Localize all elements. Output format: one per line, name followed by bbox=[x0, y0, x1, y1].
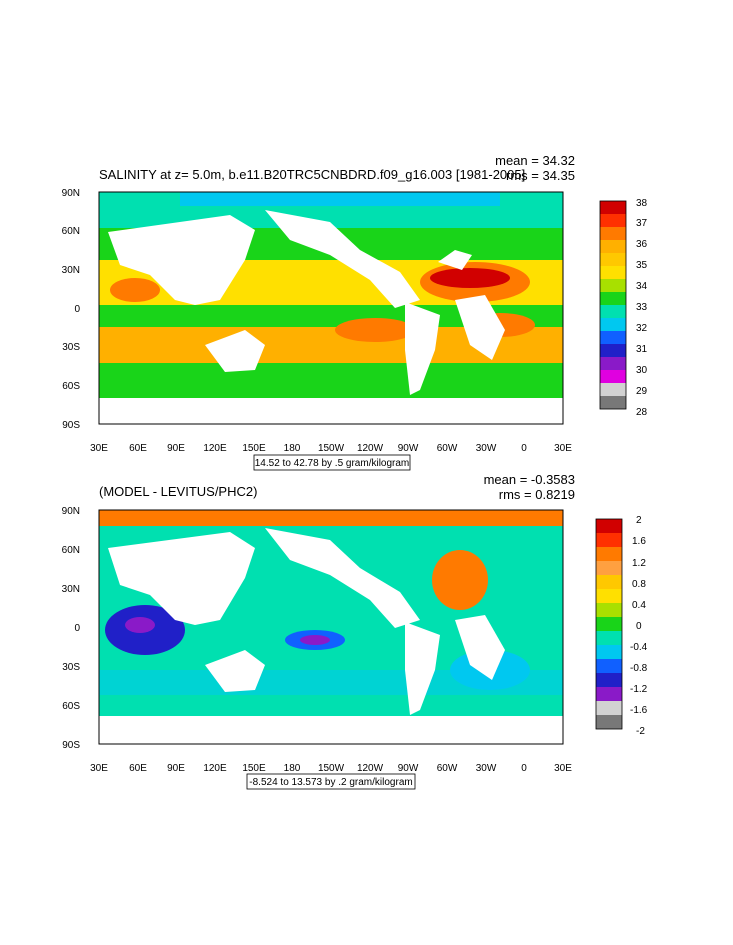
rms-value: rms = 0.8219 bbox=[499, 487, 575, 502]
colorbar: 2 1.6 1.2 0.8 0.4 0 -0.4 -0.8 -1.2 -1.6 … bbox=[595, 515, 648, 737]
lat-label: 30S bbox=[62, 662, 80, 673]
lon-label: 30E bbox=[554, 763, 572, 774]
colorbar-label: 31 bbox=[636, 344, 648, 355]
lon-label: 30E bbox=[90, 443, 108, 454]
colorbar-label: 37 bbox=[636, 218, 648, 229]
lon-label: 0 bbox=[521, 763, 527, 774]
lat-label: 60N bbox=[62, 545, 80, 556]
lon-label: 90E bbox=[167, 443, 185, 454]
colorbar-label: 1.2 bbox=[632, 558, 646, 569]
colorbar-label: 33 bbox=[636, 302, 648, 313]
latitude-axis: 90N 60N 30N 0 30S 60S 90S bbox=[62, 188, 81, 431]
lon-label: 90E bbox=[167, 763, 185, 774]
colorbar-label: -2 bbox=[636, 726, 645, 737]
lon-label: 60E bbox=[129, 763, 147, 774]
lat-label: 60S bbox=[62, 701, 80, 712]
colorbar-label: 36 bbox=[636, 239, 648, 250]
lat-label: 30S bbox=[62, 342, 80, 353]
colorbar-label: 34 bbox=[636, 281, 648, 292]
lon-label: 150W bbox=[318, 763, 345, 774]
map-title: (MODEL - LEVITUS/PHC2) bbox=[99, 484, 257, 499]
range-label: -8.524 to 13.573 by .2 gram/kilogram bbox=[249, 777, 412, 788]
lon-label: 120E bbox=[203, 763, 227, 774]
lon-label: 120W bbox=[357, 443, 384, 454]
colorbar-label: 1.6 bbox=[632, 536, 646, 547]
range-box: -8.524 to 13.573 by .2 gram/kilogram bbox=[246, 773, 416, 790]
lat-label: 90S bbox=[62, 740, 80, 751]
lon-label: 0 bbox=[521, 443, 527, 454]
lat-label: 30N bbox=[62, 265, 80, 276]
lat-label: 90N bbox=[62, 506, 80, 517]
colorbar-label: 2 bbox=[636, 515, 642, 526]
colorbar-label: 30 bbox=[636, 365, 648, 376]
lon-label: 30W bbox=[476, 443, 497, 454]
lon-label: 30E bbox=[90, 763, 108, 774]
lon-label: 30E bbox=[554, 443, 572, 454]
lat-label: 60N bbox=[62, 226, 80, 237]
lon-label: 60E bbox=[129, 443, 147, 454]
lon-label: 120E bbox=[203, 443, 227, 454]
lat-label: 0 bbox=[74, 304, 80, 315]
lon-label: 120W bbox=[357, 763, 384, 774]
colorbar-label: 29 bbox=[636, 386, 648, 397]
lon-label: 90W bbox=[398, 443, 419, 454]
map-frame bbox=[98, 509, 564, 745]
lon-label: 90W bbox=[398, 763, 419, 774]
map-title: SALINITY at z= 5.0m, b.e11.B20TRC5CNBDRD… bbox=[99, 167, 525, 182]
rms-value: rms = 34.35 bbox=[506, 168, 575, 183]
colorbar-label: 0.8 bbox=[632, 579, 646, 590]
lon-label: 180 bbox=[284, 443, 301, 454]
colorbar-label: -1.2 bbox=[630, 684, 648, 695]
mean-value: mean = -0.3583 bbox=[484, 472, 575, 487]
colorbar-label: 32 bbox=[636, 323, 648, 334]
salinity-map-panel: SALINITY at z= 5.0m, b.e11.B20TRC5CNBDRD… bbox=[62, 153, 648, 471]
map-frame bbox=[98, 191, 564, 425]
difference-map-panel: (MODEL - LEVITUS/PHC2) mean = -0.3583 rm… bbox=[62, 472, 648, 790]
range-box: 14.52 to 42.78 by .5 gram/kilogram bbox=[253, 454, 411, 471]
colorbar-label: 35 bbox=[636, 260, 648, 271]
lon-label: 150E bbox=[242, 763, 266, 774]
colorbar-label: 0.4 bbox=[632, 600, 646, 611]
lon-label: 150W bbox=[318, 443, 345, 454]
lat-label: 60S bbox=[62, 381, 80, 392]
lon-label: 150E bbox=[242, 443, 266, 454]
colorbar-label: -1.6 bbox=[630, 705, 648, 716]
lon-label: 30W bbox=[476, 763, 497, 774]
colorbar-label: 38 bbox=[636, 198, 648, 209]
range-label: 14.52 to 42.78 by .5 gram/kilogram bbox=[255, 458, 410, 469]
lat-label: 90N bbox=[62, 188, 80, 199]
colorbar: 38 37 36 35 34 33 32 31 30 29 28 bbox=[599, 198, 648, 418]
longitude-axis: 30E 60E 90E 120E 150E 180 150W 120W 90W … bbox=[90, 443, 572, 454]
longitude-axis: 30E 60E 90E 120E 150E 180 150W 120W 90W … bbox=[90, 763, 572, 774]
lon-label: 180 bbox=[284, 763, 301, 774]
colorbar-label: 28 bbox=[636, 407, 648, 418]
colorbar-label: -0.8 bbox=[630, 663, 648, 674]
lon-label: 60W bbox=[437, 443, 458, 454]
lon-label: 60W bbox=[437, 763, 458, 774]
mean-value: mean = 34.32 bbox=[495, 153, 575, 168]
latitude-axis: 90N 60N 30N 0 30S 60S 90S bbox=[62, 506, 81, 751]
lat-label: 90S bbox=[62, 420, 80, 431]
lat-label: 0 bbox=[74, 623, 80, 634]
colorbar-label: 0 bbox=[636, 621, 642, 632]
lat-label: 30N bbox=[62, 584, 80, 595]
colorbar-label: -0.4 bbox=[630, 642, 648, 653]
